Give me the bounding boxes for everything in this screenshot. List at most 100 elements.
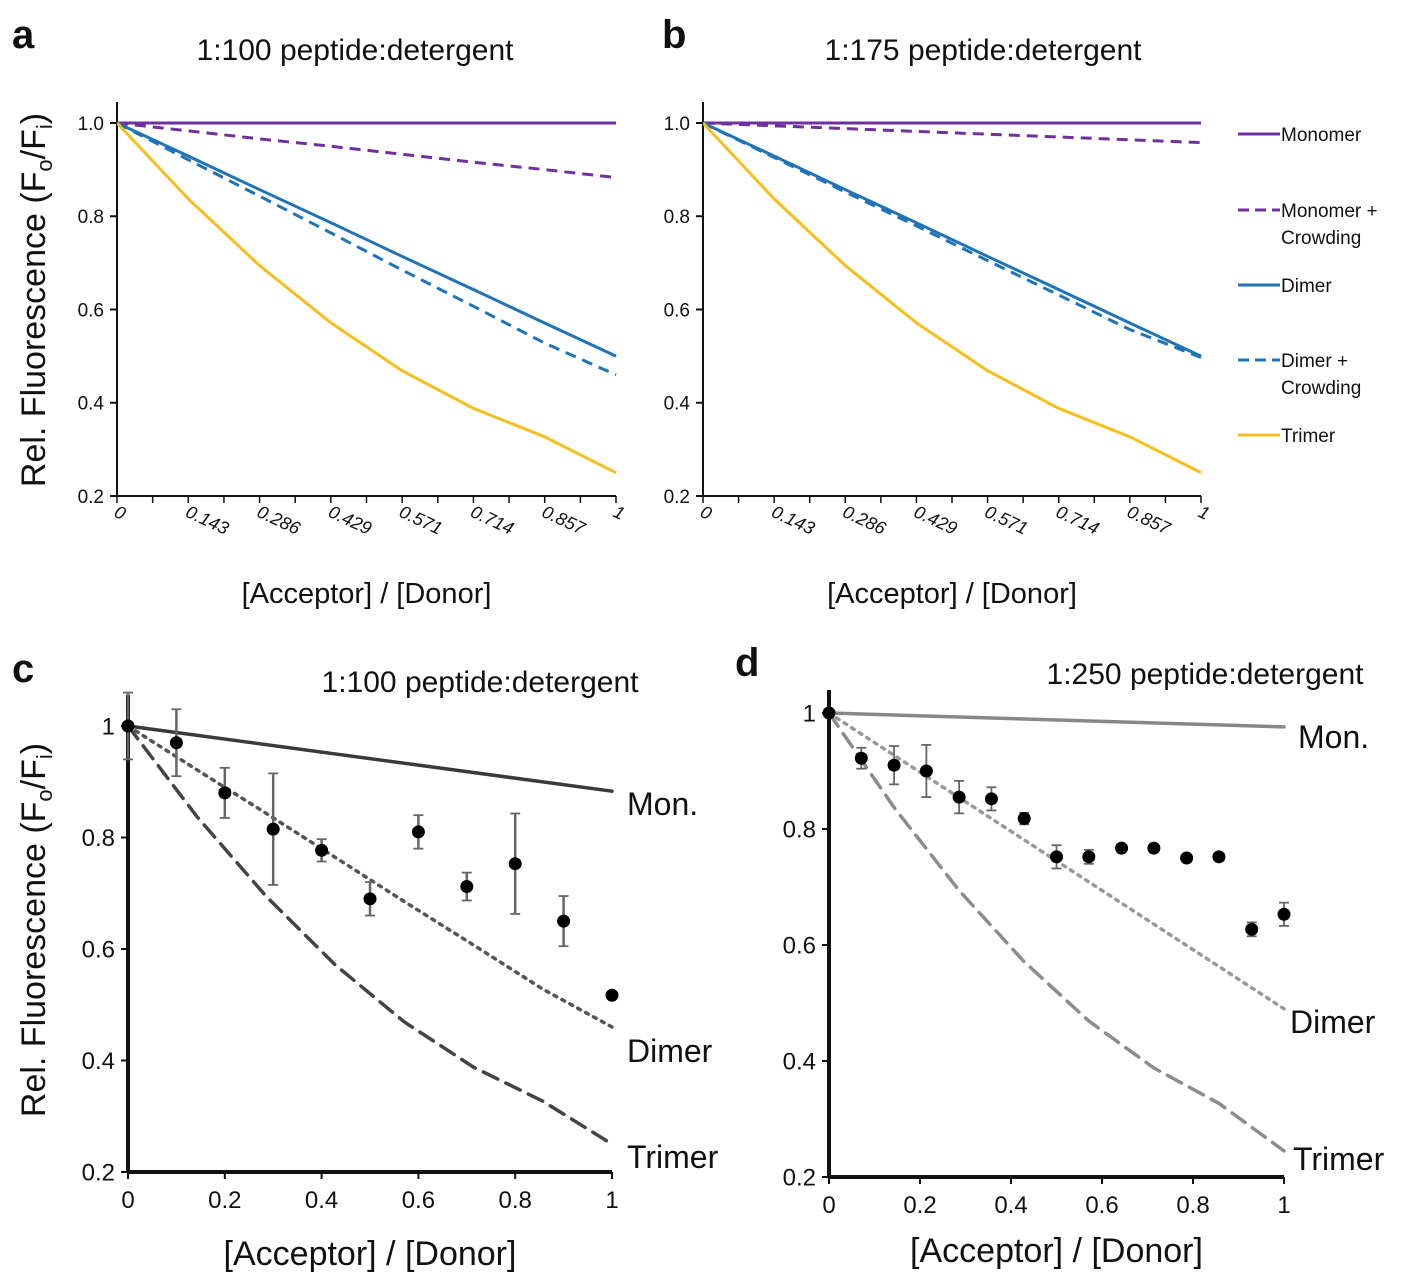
y-tick-label-b: 0.6 (664, 300, 690, 321)
series-line-b-4 (703, 121, 1202, 475)
data-point (854, 751, 868, 765)
chart-title-a: 1:100 peptide:detergent (197, 34, 515, 67)
y-tick-label-a: 0.8 (78, 207, 104, 228)
x-tick-label-d: 0.2 (903, 1192, 936, 1219)
model-line-d-2 (827, 711, 1286, 1153)
y-axis-label-part: /F (15, 759, 53, 789)
x-tick-label-b: 0.714 (1053, 501, 1102, 538)
data-point (557, 914, 571, 928)
data-point (984, 792, 998, 806)
x-tick-label-d: 0.6 (1085, 1192, 1118, 1219)
data-point (169, 736, 183, 750)
legend-label-1: Monomer + (1281, 201, 1378, 222)
data-point (1017, 812, 1031, 826)
model-line-label-d: Trimer (1293, 1141, 1385, 1177)
data-point (919, 764, 933, 778)
data-point (1245, 922, 1259, 936)
y-tick-label-d: 0.6 (783, 933, 816, 960)
x-axis-label-a: [Acceptor] / [Donor] (242, 578, 492, 610)
y-tick-label-b: 0.8 (664, 207, 690, 228)
model-line-label-c: Trimer (627, 1139, 719, 1175)
data-point (121, 719, 135, 733)
model-line-label-c: Mon. (627, 786, 698, 822)
x-tick-label-c: 0.8 (499, 1187, 532, 1214)
y-tick-label-c: 0.8 (82, 825, 115, 852)
model-line-c-2 (126, 724, 614, 1146)
x-tick-label-b: 0.571 (982, 501, 1031, 538)
data-point (218, 786, 232, 800)
x-tick-label-d: 0.8 (1176, 1192, 1209, 1219)
y-tick-label-a: 1.0 (78, 114, 104, 135)
x-tick-label-b: 0 (697, 501, 715, 523)
y-axis-label-part: ) (15, 743, 53, 754)
x-tick-label-b: 0.429 (911, 501, 960, 538)
data-point (822, 706, 836, 720)
panel-letter-c: c (12, 647, 34, 691)
x-tick-label-c: 0.2 (208, 1187, 241, 1214)
x-tick-label-a: 0.857 (539, 501, 589, 539)
model-line-d-0 (827, 711, 1286, 729)
data-point (952, 790, 966, 804)
data-point (1212, 850, 1226, 864)
data-point (605, 988, 619, 1002)
x-tick-label-a: 0 (111, 501, 129, 523)
data-point (1082, 850, 1096, 864)
y-axis-label-part: Rel. Fluorescence (F (15, 172, 53, 488)
x-tick-label-d: 0.4 (994, 1192, 1027, 1219)
x-tick-label-b: 0.143 (769, 501, 818, 538)
y-axis-label-part: ) (15, 113, 53, 124)
y-tick-label-d: 0.8 (783, 817, 816, 844)
data-point (1050, 850, 1063, 864)
y-tick-label-a: 0.4 (78, 394, 105, 415)
y-tick-label-c: 0.2 (82, 1160, 115, 1187)
x-axis-label-b: [Acceptor] / [Donor] (827, 578, 1077, 610)
legend-label-4: Trimer (1281, 426, 1336, 447)
y-tick-label-a: 0.6 (78, 300, 104, 321)
y-tick-label-d: 0.2 (783, 1165, 816, 1192)
x-tick-label-a: 0.143 (183, 501, 232, 538)
panel-b: b 1:175 peptide:detergent 0.2 0.4 0.6 0.8 1.0 0… (662, 13, 1213, 610)
legend-label-2: Dimer (1281, 276, 1332, 297)
y-tick-label-c: 0.4 (82, 1048, 115, 1075)
series-line-a-1 (117, 121, 617, 180)
y-axis-label-c: Rel. Fluorescence (Fo/Fi) (15, 743, 57, 1117)
model-line-label-d: Mon. (1298, 719, 1369, 755)
y-axis-label-part: i (32, 754, 57, 759)
y-tick-label-b: 0.4 (664, 394, 691, 415)
panel-letter-a: a (12, 13, 35, 57)
y-tick-label-a: 0.2 (78, 487, 104, 508)
series-line-a-2 (117, 121, 617, 358)
data-point (460, 880, 474, 894)
y-tick-label-d: 1 (803, 701, 816, 728)
model-line-c-1 (126, 724, 614, 1029)
x-tick-label-c: 0.4 (305, 1187, 338, 1214)
data-point (887, 758, 901, 772)
series-line-a-3 (117, 121, 617, 377)
data-point (508, 857, 522, 871)
y-axis-label-part: i (32, 124, 57, 129)
x-tick-label-b: 1 (1195, 501, 1213, 523)
y-tick-label-b: 0.2 (664, 487, 690, 508)
x-tick-label-c: 0.6 (402, 1187, 435, 1214)
x-tick-label-d: 0 (822, 1192, 835, 1219)
series-line-b-3 (703, 121, 1202, 359)
model-line-label-d: Dimer (1290, 1004, 1376, 1040)
chart-title-c: 1:100 peptide:detergent (322, 666, 640, 699)
y-tick-label-c: 1 (102, 714, 115, 741)
y-axis-label-part: o (32, 789, 57, 801)
x-tick-label-a: 0.571 (396, 501, 445, 538)
y-tick-label-c: 0.6 (82, 937, 115, 964)
legend-label-0: Monomer (1281, 125, 1362, 146)
data-point (1115, 841, 1129, 855)
y-tick-label-d: 0.4 (783, 1049, 816, 1076)
x-tick-label-c: 0 (121, 1187, 134, 1214)
chart-title-b: 1:175 peptide:detergent (825, 34, 1143, 67)
data-point (1147, 841, 1161, 855)
legend: Monomer Monomer + Crowding Dimer Dimer + Crow… (1238, 125, 1378, 447)
x-tick-label-c: 1 (605, 1187, 618, 1214)
panel-letter-d: d (735, 641, 759, 685)
data-point (266, 822, 280, 836)
data-point (411, 825, 425, 839)
legend-label-3: Dimer + (1281, 351, 1348, 372)
